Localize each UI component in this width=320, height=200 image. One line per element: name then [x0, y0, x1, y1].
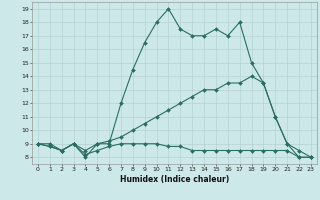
X-axis label: Humidex (Indice chaleur): Humidex (Indice chaleur)	[120, 175, 229, 184]
